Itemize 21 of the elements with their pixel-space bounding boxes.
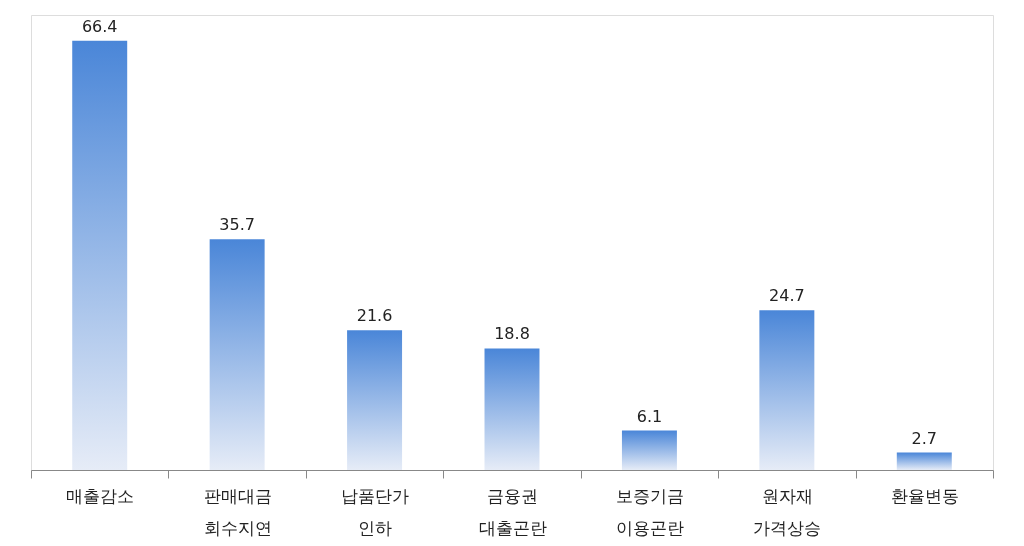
- x-tick-label: 보증기금 이용곤란: [615, 485, 684, 538]
- data-label: 18.8: [494, 324, 530, 344]
- data-label: 2.7: [911, 428, 938, 448]
- bar: [484, 348, 540, 470]
- bar: [621, 430, 677, 470]
- x-tick-label: 판매대금 회수지연: [203, 485, 272, 538]
- bar: [896, 452, 952, 470]
- data-label: 24.7: [769, 286, 805, 306]
- x-tick-label: 원자재 가격상승: [753, 485, 822, 538]
- bar: [347, 330, 403, 470]
- x-tick-label: 납품단가 인하: [341, 485, 410, 538]
- bar: [759, 310, 815, 470]
- data-label: 6.1: [636, 406, 663, 426]
- bar: [72, 40, 128, 470]
- bar: [209, 239, 265, 470]
- x-tick-label: 매출감소: [66, 485, 135, 506]
- data-label: 21.6: [356, 306, 393, 326]
- data-label: 35.7: [219, 215, 255, 235]
- x-tick-label: 환율변동: [890, 485, 959, 506]
- data-label: 66.4: [81, 16, 118, 36]
- x-tick-label: 금융권 대출곤란: [478, 485, 547, 538]
